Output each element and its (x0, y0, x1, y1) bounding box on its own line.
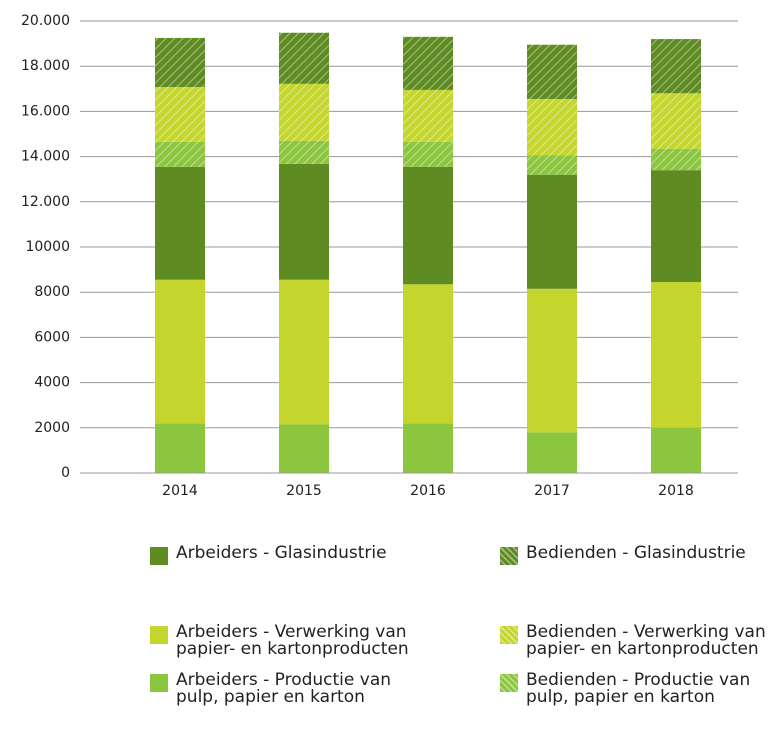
legend-item: Bedienden - Productie van pulp, papier e… (500, 672, 776, 706)
y-tick-label: 4000 (34, 375, 70, 391)
bar-segment (527, 155, 577, 175)
bar-segment (155, 279, 205, 424)
y-tick-label: 20.000 (21, 13, 70, 29)
bar-segment (155, 86, 205, 142)
bar-segment (279, 140, 329, 164)
bar-segment (403, 284, 453, 424)
chart: 0 2000 4000 6000 8000 10000 12.000 14.000 16.000… (21, 13, 738, 499)
y-tick-label: 14.000 (21, 149, 70, 165)
bar-segment (403, 89, 453, 142)
y-tick-label: 10000 (25, 239, 70, 255)
y-tick-label: 0 (61, 465, 70, 481)
y-tick-label: 16.000 (21, 103, 70, 119)
x-tick-label: 2017 (534, 483, 570, 499)
x-tick-label: 2018 (658, 483, 694, 499)
bar-segment (527, 174, 577, 289)
legend-item: Arbeiders - Productie van pulp, papier e… (150, 672, 426, 706)
bar-segment (651, 282, 701, 428)
bar-segment (651, 39, 701, 94)
x-tick-label: 2015 (286, 483, 322, 499)
legend-label: Arbeiders - Productie van pulp, papier e… (176, 670, 392, 707)
legend-swatch (150, 626, 168, 644)
bar-segment (527, 44, 577, 99)
x-tick-label: 2014 (162, 483, 198, 499)
bar-segment (403, 36, 453, 90)
legend-item: Arbeiders - Verwerking van papier- en ka… (150, 624, 426, 658)
legend-swatch (150, 674, 168, 692)
legend-label: Bedienden - Productie van pulp, papier e… (526, 670, 751, 707)
y-tick-label: 12.000 (21, 194, 70, 210)
bar-segment (403, 166, 453, 285)
legend-swatch (500, 547, 518, 565)
bar-segment (527, 98, 577, 156)
bar-segment (527, 288, 577, 433)
bar-segment (403, 423, 453, 473)
bar-segment (155, 166, 205, 280)
y-tick-label: 6000 (34, 329, 70, 345)
legend-item: Arbeiders - Glasindustrie (150, 545, 426, 565)
y-tick-label: 18.000 (21, 58, 70, 74)
y-tick-label: 8000 (34, 284, 70, 300)
bar-segment (651, 170, 701, 283)
bar-segment (155, 423, 205, 473)
y-tick-label: 2000 (34, 420, 70, 436)
bar-segment (527, 432, 577, 473)
legend-label: Bedienden - Glasindustrie (526, 543, 746, 563)
bar-segment (651, 427, 701, 473)
legend-label: Arbeiders - Verwerking van papier- en ka… (176, 622, 409, 659)
legend-swatch (500, 626, 518, 644)
legend-label: Arbeiders - Glasindustrie (176, 543, 387, 563)
bar-segment (279, 32, 329, 84)
legend-item: Bedienden - Glasindustrie (500, 545, 776, 565)
x-tick-label: 2016 (410, 483, 446, 499)
bar-segment (651, 148, 701, 171)
bar-segment (279, 424, 329, 473)
legend-swatch (500, 674, 518, 692)
bar-segment (651, 93, 701, 149)
legend-swatch (150, 547, 168, 565)
legend-item: Bedienden - Verwerking van papier- en ka… (500, 624, 776, 658)
bar-segment (279, 163, 329, 280)
bar-segment (279, 83, 329, 141)
bar-segment (403, 141, 453, 167)
bar-segment (279, 279, 329, 425)
legend-label: Bedienden - Verwerking van papier- en ka… (526, 622, 766, 659)
bar-segment (155, 37, 205, 87)
bar-segment (155, 141, 205, 167)
